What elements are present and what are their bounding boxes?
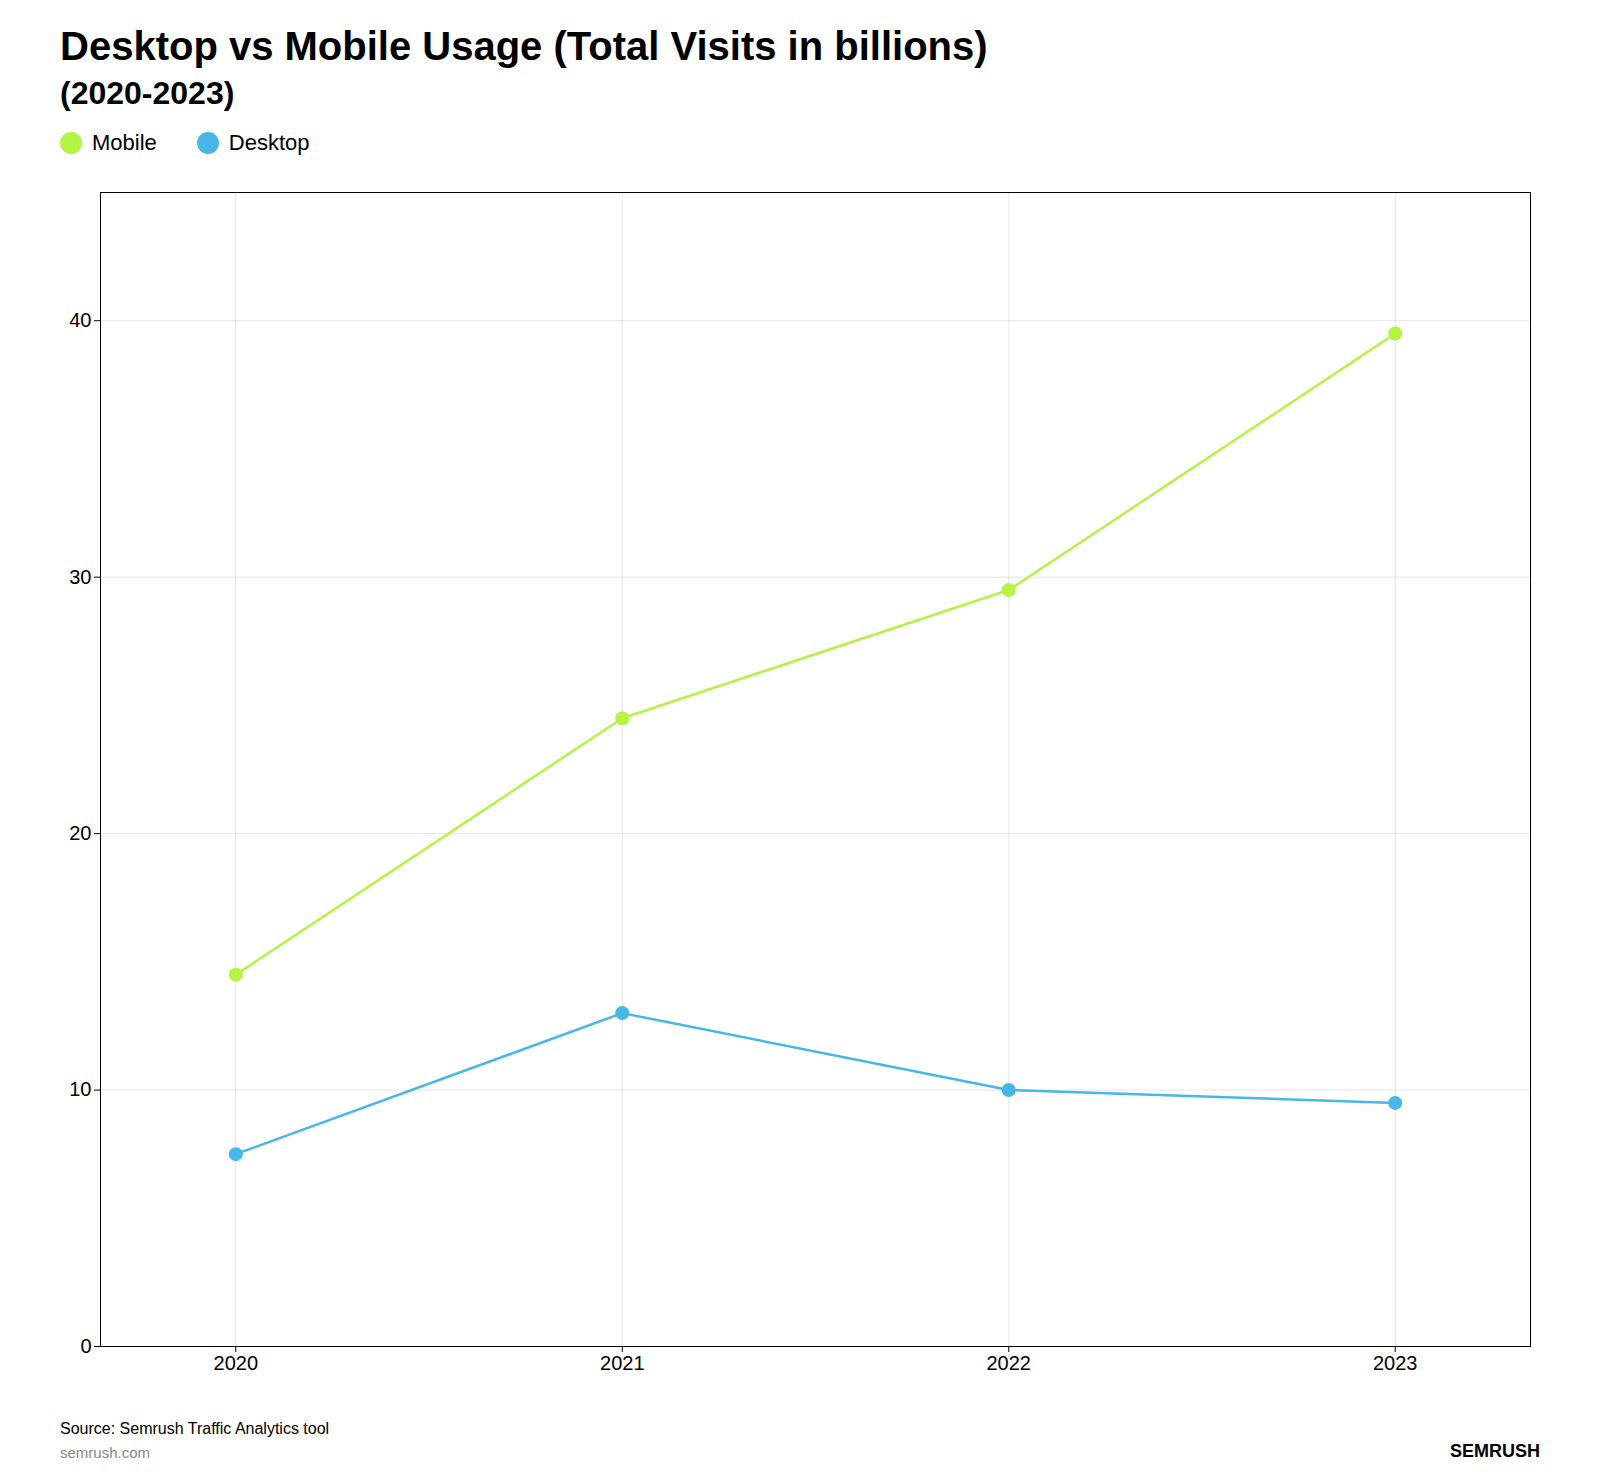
svg-text:2021: 2021: [600, 1352, 645, 1374]
svg-text:2022: 2022: [986, 1352, 1030, 1374]
svg-text:30: 30: [69, 566, 91, 588]
svg-text:2020: 2020: [214, 1352, 259, 1374]
html-text:Desktop: Desktop: [228, 130, 310, 155]
svg-text:2023: 2023: [1373, 1352, 1418, 1374]
svg-text:0: 0: [80, 1335, 91, 1357]
html-text:Desktop vs Mobile Usage (Total: Desktop vs Mobile Usage (Total Visits in…: [60, 24, 988, 68]
html-text:SEMRUSH: SEMRUSH: [1450, 1441, 1540, 1461]
svg-text:20: 20: [69, 822, 91, 844]
svg-text:10: 10: [69, 1078, 91, 1100]
html-text:semrush.com: semrush.com: [60, 1444, 150, 1461]
html-text:(2020-2023): (2020-2023): [60, 75, 235, 111]
html-text:Mobile: Mobile: [92, 130, 157, 155]
svg-text:40: 40: [69, 309, 91, 331]
html-text:Source: Semrush Traffic Analyt: Source: Semrush Traffic Analytics tool: [60, 1420, 330, 1437]
